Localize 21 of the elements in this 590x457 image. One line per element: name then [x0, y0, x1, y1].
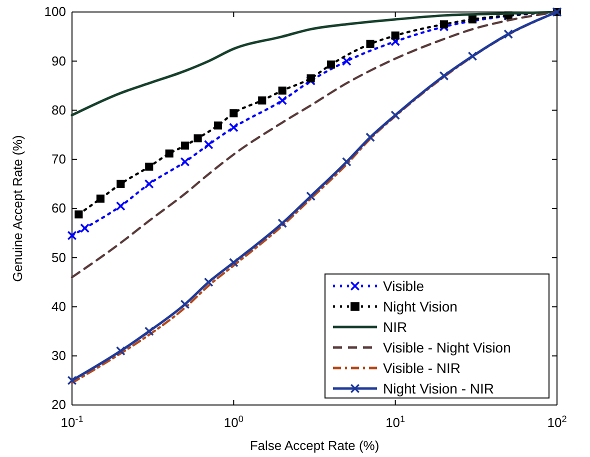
- y-tick-label: 70: [52, 152, 66, 167]
- x-tick-label: 10$^{-1}$: [60, 414, 84, 430]
- y-tick-label: 100: [44, 4, 66, 20]
- x-axis-title: False Accept Rate (%): [250, 438, 380, 453]
- y-tick-label: 20: [52, 397, 66, 412]
- legend-label: Visible - NIR: [383, 360, 461, 376]
- legend-label: Night Vision: [383, 298, 458, 314]
- legend-label: Visible: [383, 278, 424, 294]
- y-tick-label: 40: [52, 298, 66, 314]
- x-tick-label: 10$^{0}$: [224, 414, 244, 430]
- y-tick-label: 90: [52, 53, 66, 68]
- x-tick-label: 10$^{1}$: [386, 414, 406, 430]
- y-tick-label: 50: [52, 250, 66, 265]
- y-tick-label: 30: [52, 348, 66, 364]
- x-tick-label: 10$^{2}$: [547, 414, 567, 430]
- legend-label: Night Vision - NIR: [383, 380, 494, 396]
- legend-label: Visible - Night Vision: [383, 340, 511, 356]
- y-tick-label: 60: [52, 200, 66, 216]
- legend-label: NIR: [383, 319, 408, 335]
- y-axis-title: Genuine Accept Rate (%): [10, 135, 25, 282]
- y-tick-label: 80: [52, 102, 66, 118]
